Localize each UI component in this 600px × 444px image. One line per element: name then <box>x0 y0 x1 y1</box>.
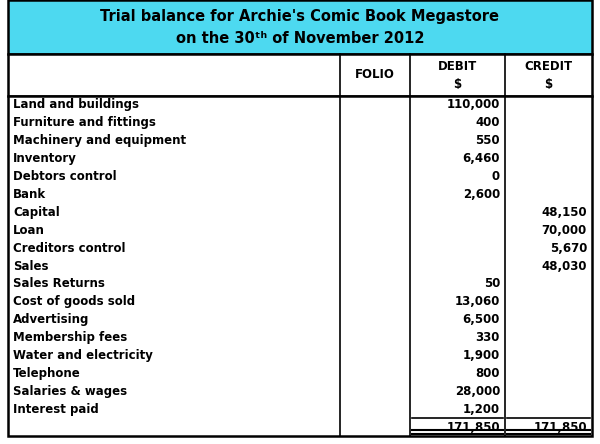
Bar <box>8 96 592 436</box>
Text: 13,060: 13,060 <box>455 295 500 308</box>
Text: 110,000: 110,000 <box>446 99 500 111</box>
Text: Sales: Sales <box>13 259 49 273</box>
Text: Cost of goods sold: Cost of goods sold <box>13 295 135 308</box>
Text: Interest paid: Interest paid <box>13 403 99 416</box>
Text: DEBIT: DEBIT <box>438 60 477 73</box>
Text: 70,000: 70,000 <box>542 224 587 237</box>
Text: Machinery and equipment: Machinery and equipment <box>13 134 186 147</box>
Text: Capital: Capital <box>13 206 60 219</box>
Text: Trial balance for Archie's Comic Book Megastore: Trial balance for Archie's Comic Book Me… <box>101 9 499 24</box>
Text: 171,850: 171,850 <box>446 420 500 433</box>
Text: 48,030: 48,030 <box>542 259 587 273</box>
Text: 400: 400 <box>476 116 500 129</box>
Text: 171,850: 171,850 <box>533 420 587 433</box>
Text: 330: 330 <box>476 331 500 344</box>
Text: 50: 50 <box>484 278 500 290</box>
Text: 28,000: 28,000 <box>455 385 500 398</box>
Text: 6,500: 6,500 <box>463 313 500 326</box>
Text: Loan: Loan <box>13 224 45 237</box>
Text: on the 30ᵗʰ of November 2012: on the 30ᵗʰ of November 2012 <box>176 32 424 46</box>
Text: FOLIO: FOLIO <box>355 68 395 82</box>
Text: Creditors control: Creditors control <box>13 242 125 254</box>
Text: 550: 550 <box>475 134 500 147</box>
Text: Inventory: Inventory <box>13 152 77 165</box>
Text: CREDIT: CREDIT <box>524 60 572 73</box>
Text: 800: 800 <box>476 367 500 380</box>
Text: Telephone: Telephone <box>13 367 81 380</box>
Text: Bank: Bank <box>13 188 46 201</box>
Text: 1,200: 1,200 <box>463 403 500 416</box>
Text: 1,900: 1,900 <box>463 349 500 362</box>
Text: 5,670: 5,670 <box>550 242 587 254</box>
Text: 6,460: 6,460 <box>463 152 500 165</box>
Text: Debtors control: Debtors control <box>13 170 116 183</box>
Text: Land and buildings: Land and buildings <box>13 99 139 111</box>
Text: $: $ <box>454 78 461 91</box>
Text: 48,150: 48,150 <box>541 206 587 219</box>
Text: Sales Returns: Sales Returns <box>13 278 105 290</box>
Bar <box>8 0 592 54</box>
Text: Advertising: Advertising <box>13 313 89 326</box>
Text: Salaries & wages: Salaries & wages <box>13 385 127 398</box>
Text: 0: 0 <box>492 170 500 183</box>
Text: Membership fees: Membership fees <box>13 331 127 344</box>
Text: $: $ <box>544 78 553 91</box>
Text: Water and electricity: Water and electricity <box>13 349 153 362</box>
Bar <box>8 54 592 96</box>
Text: 2,600: 2,600 <box>463 188 500 201</box>
Text: Furniture and fittings: Furniture and fittings <box>13 116 156 129</box>
